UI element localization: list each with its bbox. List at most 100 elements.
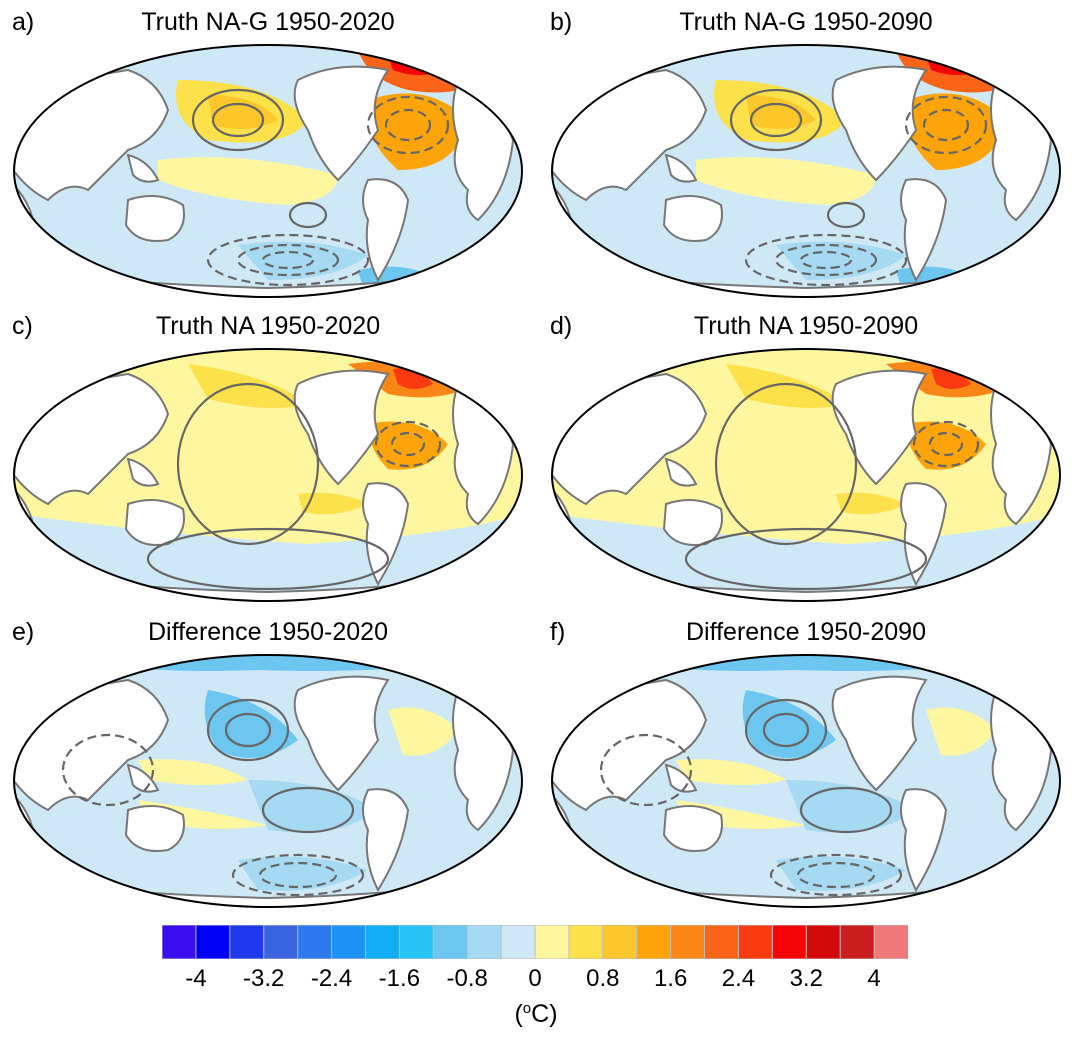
panel-title: Truth NA-G 1950-2020 [141,8,395,36]
colorbar-swatch [297,925,333,959]
colorbar-swatch [398,925,435,959]
land-mass [126,763,160,793]
positive-contour [826,201,866,229]
colorbar-swatch [263,925,299,959]
negative-contour [599,733,693,807]
land-mass [362,178,410,283]
panel-label: f) [550,618,566,646]
warm-anomaly [676,759,786,785]
map-panel: d) Truth NA 1950-2090 [546,310,1066,610]
map-panel: b) Truth NA-G 1950-2090 [546,6,1066,306]
colorbar-swatch [805,925,842,959]
panel-label: b) [550,8,573,36]
positive-contour [744,698,828,762]
warm-anomaly [726,364,846,408]
panel-title: Truth NA 1950-2090 [693,312,919,340]
negative-contour [374,420,442,468]
warm-anomaly [368,421,448,470]
positive-contour [729,88,823,152]
colorbar-swatch [534,925,570,959]
land-mass [662,805,723,852]
negative-contour [366,95,450,155]
colorbar-swatch [229,925,265,959]
map-outline [550,348,1062,602]
cool-anomaly [204,690,298,758]
colorbar-swatch [466,925,503,959]
warm-anomaly [696,157,876,205]
panel-title: Difference 1950-2090 [686,618,926,646]
warm-anomaly [158,157,338,205]
negative-contour [390,431,426,457]
positive-contour [191,88,285,152]
cool-anomaly [776,856,906,891]
negative-contour [384,108,432,142]
colorbar-swatch [873,925,908,959]
land-mass [124,805,185,852]
colorbar-swatch [568,925,604,959]
cool-anomaly [586,655,1026,671]
warm-anomaly [926,707,996,756]
cool-anomaly [776,241,906,280]
land-mass [293,65,390,182]
colorbar-swatch [704,925,740,959]
land-mass [662,195,723,242]
negative-contour [231,853,365,897]
warm-anomaly [388,707,458,756]
colorbar-swatch [737,925,774,959]
positive-contour [224,712,272,748]
map-outline [12,348,524,602]
negative-contour [236,243,340,277]
map-panel: a) Truth NA-G 1950-2020 [8,6,528,306]
colorbar-swatch [636,925,672,959]
colorbar-swatch [670,925,706,959]
colorbar-units: (oC) [514,1000,558,1028]
positive-contour [211,102,265,138]
colorbar-tick: -3.2 [243,965,285,992]
panel-title: Truth NA-G 1950-2090 [679,8,933,36]
negative-contour [904,95,988,155]
negative-contour [912,420,980,468]
map-panel: f) Difference 1950-2090 [546,616,1066,916]
land-mass [900,178,948,283]
cool-anomaly [238,856,368,891]
land-mass [126,457,160,487]
colorbar-tick-labels: -4 -3.2 -2.4 -1.6 -0.8 0 0.8 1.6 2.4 3.2 4 [162,965,908,999]
warm-anomaly [746,95,816,129]
map-outline [12,44,524,298]
colorbar-swatch [331,925,367,959]
land-mass [664,153,698,183]
negative-contour [928,431,964,457]
panel-label: d) [550,312,573,340]
warm-anomaly [138,759,248,785]
negative-contour [261,250,315,270]
warm-anomaly [393,368,433,389]
positive-contour [261,786,355,834]
colorbar-tick: -4 [185,965,207,992]
world-map [550,654,1062,908]
colorbar-tick: 4 [867,965,881,992]
positive-contour [799,786,893,834]
positive-contour [176,382,320,546]
land-mass [664,457,698,487]
warm-anomaly [606,45,706,60]
world-map [12,654,524,908]
world-map [12,44,524,298]
world-map [550,44,1062,298]
positive-contour [288,201,328,229]
panel-title: Difference 1950-2020 [148,618,388,646]
colorbar-swatch [162,925,197,959]
colorbar-swatch [195,925,231,959]
cool-anomaly [238,241,368,280]
map-outline [550,44,1062,298]
map-panel: c) Truth NA 1950-2020 [8,310,528,610]
land-mass [362,788,410,893]
warm-anomaly [298,492,368,515]
colorbar-swatch [602,925,638,959]
colorbar-tick: -2.4 [310,965,353,992]
land-mass [900,788,948,893]
positive-contour [684,527,928,591]
panel-title: Truth NA 1950-2020 [155,312,381,340]
land-mass [124,195,185,242]
positive-contour [714,382,858,546]
negative-contour [744,233,908,287]
